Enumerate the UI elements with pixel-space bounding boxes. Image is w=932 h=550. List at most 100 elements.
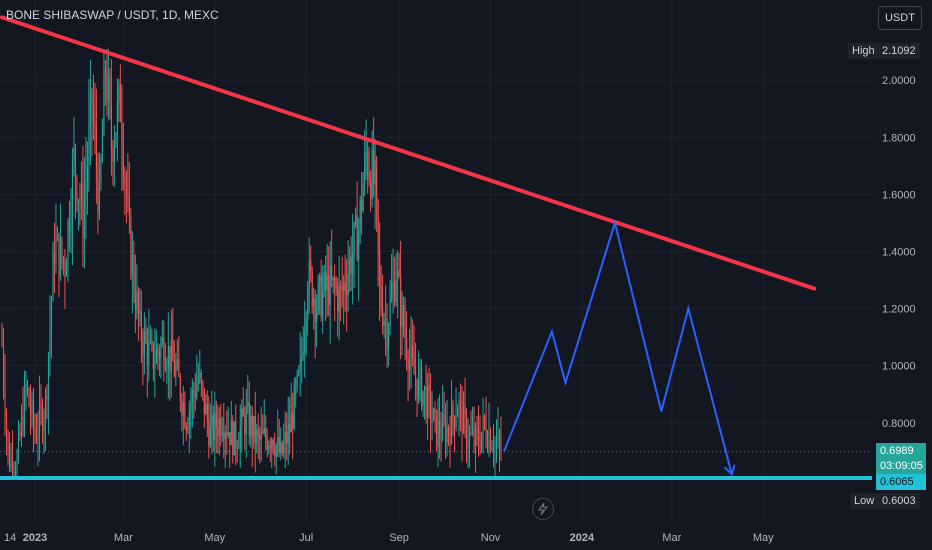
candle-body — [142, 342, 144, 356]
candle-body — [305, 318, 307, 332]
candle-body — [313, 298, 315, 308]
price-axis[interactable]: 0.8000 1.0000 1.2000 1.4000 1.6000 1.8000 2.00… — [882, 75, 916, 430]
lightning-icon[interactable] — [532, 498, 554, 520]
candle-body — [172, 339, 174, 362]
candle-body — [454, 416, 456, 427]
candle-body — [287, 423, 289, 444]
candle-body — [433, 408, 435, 421]
candle-body — [407, 358, 409, 371]
candle-body — [430, 392, 432, 423]
candle-body — [280, 442, 282, 454]
candle-body — [493, 449, 495, 452]
candle-body — [466, 415, 468, 448]
candle-body — [137, 291, 139, 315]
candle-body — [130, 216, 132, 275]
candle-body — [188, 410, 190, 428]
candle-body — [334, 277, 336, 288]
candle-body — [323, 271, 325, 291]
candle-body — [65, 264, 68, 277]
candle-body — [115, 133, 117, 146]
candle-body — [145, 331, 147, 341]
candle-body — [211, 414, 213, 427]
candle-body — [467, 444, 469, 448]
candle-body — [71, 163, 74, 223]
candle-body — [203, 388, 205, 415]
candle-body — [461, 401, 463, 434]
candle-body — [110, 102, 112, 148]
candle-body — [7, 431, 9, 452]
candle-body — [362, 184, 364, 211]
candle-body — [98, 181, 101, 214]
candle-body — [328, 274, 330, 306]
candle-body — [380, 285, 382, 308]
candle-body — [478, 430, 480, 442]
candle-body — [143, 331, 145, 356]
time-tick-label: Nov — [481, 532, 501, 544]
candle-body — [4, 382, 6, 417]
candle-body — [38, 403, 41, 435]
candle-body — [232, 420, 234, 455]
candle-body — [398, 269, 400, 276]
candle-body — [200, 372, 202, 383]
candle-body — [52, 252, 54, 301]
currency-button[interactable]: USDT — [878, 6, 922, 30]
candle-body — [314, 298, 316, 323]
candle-body — [346, 290, 348, 295]
candle-body — [182, 402, 184, 416]
candle-body — [118, 84, 120, 102]
resistance-trendline[interactable] — [0, 15, 817, 291]
candle-body — [301, 355, 303, 360]
candle-body — [257, 429, 259, 436]
high-label: High — [848, 43, 879, 59]
candle-body — [275, 445, 277, 457]
candle-body — [101, 134, 103, 162]
candle-body — [205, 403, 207, 415]
candle-body — [16, 456, 18, 473]
candle-body — [83, 198, 86, 238]
candle-body — [13, 474, 15, 476]
candle-body — [448, 426, 450, 434]
candle-body — [263, 428, 265, 434]
candle-body — [322, 290, 324, 318]
candle-body — [410, 345, 412, 358]
candle-body — [500, 443, 502, 452]
candle-body — [166, 368, 168, 370]
candle-body — [460, 400, 462, 402]
countdown-tag: 03:09:05 — [876, 458, 926, 474]
projection-path[interactable] — [503, 219, 733, 475]
chart-title: BONE SHIBASWAP / USDT, 1D, MEXC — [6, 8, 219, 22]
candle-body — [494, 442, 496, 452]
candle-body — [106, 70, 108, 101]
candle-body — [62, 258, 65, 262]
candle-body — [278, 437, 280, 454]
candle-body — [370, 180, 372, 200]
candle-body — [442, 414, 444, 440]
candle-body — [82, 185, 84, 238]
candle-body — [37, 434, 39, 441]
candle-body — [176, 359, 178, 366]
candle-body — [11, 456, 14, 476]
candle-body — [431, 420, 433, 423]
candle-body — [491, 449, 493, 451]
candle-body — [421, 366, 423, 407]
price-tick-label: 1.8000 — [882, 132, 916, 144]
candle-body — [80, 185, 83, 202]
candle-body — [340, 285, 342, 288]
candle-body — [290, 412, 292, 433]
candle-body — [304, 331, 306, 353]
time-axis[interactable]: 14 2023 Mar May Jul Sep Nov 2024 Mar May — [4, 532, 774, 544]
candle-body — [320, 275, 322, 318]
price-tick-label: 1.4000 — [882, 246, 916, 258]
candle-body — [292, 412, 294, 429]
candle-body — [194, 393, 196, 398]
candle-body — [481, 431, 483, 448]
candle-body — [61, 238, 63, 259]
candle-body — [59, 238, 62, 275]
candle-body — [158, 353, 160, 358]
candle-body — [409, 357, 411, 371]
candle-body — [383, 320, 385, 326]
candle-body — [445, 420, 447, 443]
candle-body — [116, 101, 118, 134]
candle-body — [47, 354, 50, 400]
